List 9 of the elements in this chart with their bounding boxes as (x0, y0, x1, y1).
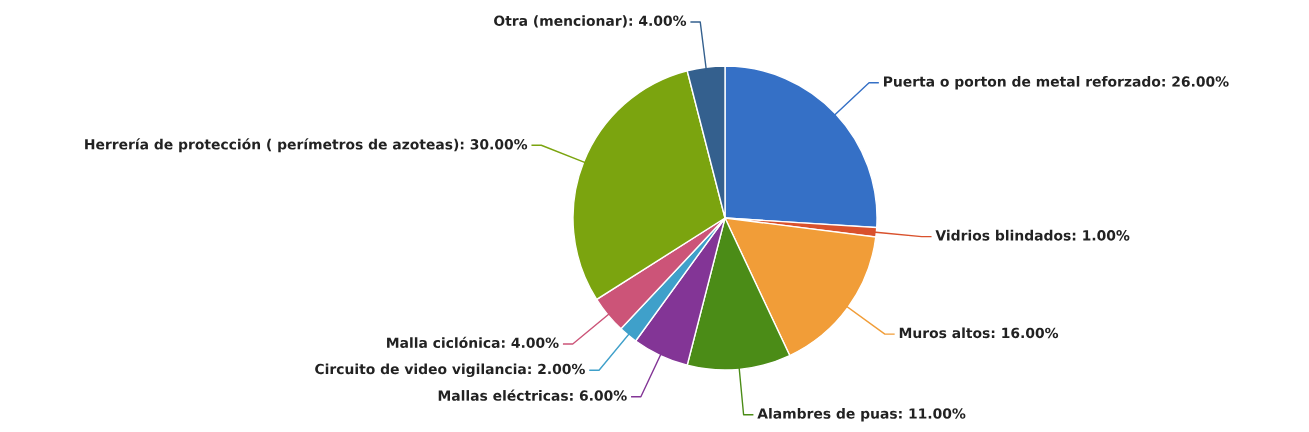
slice-label: Alambres de puas: 11.00% (757, 408, 966, 422)
slice-label: Malla ciclónica: 4.00% (387, 336, 559, 348)
slice-label: Muros altos: 16.00% (899, 327, 1059, 339)
slice-label: Mallas eléctricas: 6.00% (438, 389, 627, 401)
slice-label: Vidrios blindados: 1.00% (935, 229, 1130, 241)
slice-label: Circuito de video vigilancia: 2.00% (315, 363, 585, 378)
slice-label: Herrería de protección ( perímetros de azoteas): 30.00% (85, 138, 528, 153)
slice-label: Otra (mencionar): 4.00% (494, 15, 687, 28)
slice-label: Puerta o porton de metal reforzado: 26.00% (884, 76, 1229, 90)
